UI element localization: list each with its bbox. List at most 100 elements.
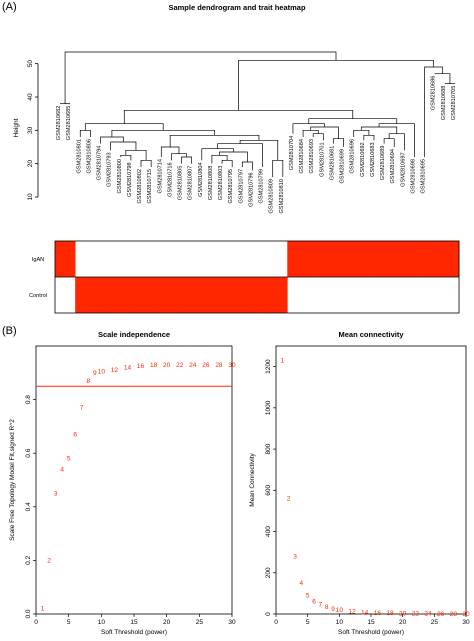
heatmap-cell xyxy=(307,241,318,277)
leaf-label: GSM2810808 xyxy=(208,166,214,201)
leaf-label: GSM2810686 xyxy=(431,76,437,111)
mean-connectivity-x-tick-label: 5 xyxy=(306,619,310,626)
dendrogram-branch xyxy=(64,51,337,104)
dendrogram-branch xyxy=(310,126,339,139)
y-tick-label: 50 xyxy=(27,60,34,68)
scale-independence-y-tick-label: 0.4 xyxy=(25,502,32,511)
scale-independence-point-label: 12 xyxy=(111,367,119,374)
scale-independence-x-tick-label: 20 xyxy=(163,619,171,626)
mean-connectivity-point-label: 6 xyxy=(312,599,316,606)
scale-independence-point-label: 16 xyxy=(137,363,145,370)
scale-independence-point-label: 4 xyxy=(60,466,64,473)
scale-independence-x-tick-label: 30 xyxy=(228,619,236,626)
scale-independence-x-tick-label: 25 xyxy=(196,619,204,626)
mean-connectivity-point-label: 26 xyxy=(437,611,445,618)
leaf-label: GSM2810696 xyxy=(350,139,356,174)
leaf-label: GSM2810684 xyxy=(299,139,305,174)
scale-independence-y-tick-label: 0.6 xyxy=(25,448,32,457)
scale-independence-point-label: 3 xyxy=(54,490,58,497)
leaf-label: GSM2810694 xyxy=(390,149,396,184)
leaf-label: GSM2810801 xyxy=(76,139,82,174)
mean-connectivity-point-label: 9 xyxy=(331,606,335,613)
heatmap-row-label: Control xyxy=(29,293,47,299)
heatmap-cell xyxy=(408,241,419,277)
heatmap-cell xyxy=(297,241,308,277)
scale-independence-y-tick-label: 0.8 xyxy=(25,395,32,404)
scale-independence-point-label: 2 xyxy=(47,557,51,564)
heatmap-cell xyxy=(156,277,167,313)
leaf-label: GSM2810704 xyxy=(289,136,295,171)
scale-independence-x-tick-label: 15 xyxy=(130,619,138,626)
leaf-label: GSM2810715 xyxy=(147,169,153,204)
dendrogram-branch xyxy=(211,154,228,164)
heatmap-cell xyxy=(418,241,429,277)
dendrogram-branch xyxy=(272,159,284,177)
dendrogram-branch xyxy=(383,138,395,147)
scale-independence-point-label: 18 xyxy=(150,362,158,369)
leaf-label: GSM2810802 xyxy=(137,169,143,204)
leaf-label: GSM2810698 xyxy=(410,159,416,194)
mean-connectivity-y-tick-label: 600 xyxy=(265,485,272,496)
mean-connectivity-y-tick-label: 0 xyxy=(265,612,272,616)
leaf-label: GSM2810800 xyxy=(117,159,123,194)
y-axis-label: Height xyxy=(13,118,20,137)
mean-connectivity-y-tick-label: 800 xyxy=(265,443,272,454)
mean-connectivity-y-tick-label: 1000 xyxy=(265,400,272,415)
mean-connectivity-point-label: 24 xyxy=(424,611,432,618)
leaf-label: GSM2810796 xyxy=(248,172,254,207)
scale-independence-point-label: 14 xyxy=(124,364,132,371)
scale-independence-point-label: 10 xyxy=(98,368,106,375)
leaf-label: GSM2810695 xyxy=(421,159,427,194)
leaf-label: GSM2810793 xyxy=(107,152,113,187)
y-tick-label: 10 xyxy=(27,193,34,201)
scale-independence-point-label: 24 xyxy=(189,362,197,369)
leaf-label: GSM2810697 xyxy=(400,152,406,187)
dendrogram-branch xyxy=(378,123,415,157)
leaf-label: GSM2810689 xyxy=(380,146,386,181)
mean-connectivity-point-label: 8 xyxy=(325,604,329,611)
mean-connectivity-point-label: 12 xyxy=(348,609,356,616)
leaf-label: GSM2810688 xyxy=(441,86,447,121)
heatmap-cell xyxy=(206,277,217,313)
leaf-label: GSM2810699 xyxy=(340,149,346,184)
heatmap-cell xyxy=(226,277,238,313)
heatmap-cell xyxy=(196,277,207,313)
mean-connectivity-x-tick-label: 15 xyxy=(367,619,375,626)
leaf-label: GSM2810805 xyxy=(178,166,184,201)
leaf-label: GSM2810682 xyxy=(56,106,62,141)
mean-connectivity-point-label: 3 xyxy=(293,553,297,560)
heatmap-cell xyxy=(257,277,268,313)
heatmap-cell xyxy=(186,277,197,313)
leaf-label: GSM2810809 xyxy=(269,179,275,214)
leaf-label: GSM2810803 xyxy=(218,166,224,201)
mean-connectivity-point-label: 28 xyxy=(450,611,458,618)
mean-connectivity-title: Mean connectivity xyxy=(338,330,404,339)
dendrogram-branch xyxy=(363,134,375,141)
heatmap-cell xyxy=(398,241,409,277)
mean-connectivity-x-tick-label: 20 xyxy=(399,619,407,626)
mean-connectivity-point-label: 10 xyxy=(336,607,344,614)
dendrogram-branch xyxy=(181,156,193,164)
heatmap-cell xyxy=(287,241,298,277)
scale-independence-x-tick-label: 5 xyxy=(67,619,71,626)
dendrogram-branch xyxy=(160,146,180,157)
heatmap-cell xyxy=(216,277,227,313)
heatmap-cell xyxy=(267,277,278,313)
scale-independence-point-label: 5 xyxy=(67,456,71,463)
leaf-label: GSM2810701 xyxy=(319,142,325,177)
dendrogram-branch xyxy=(140,159,152,167)
mean-connectivity-point-label: 22 xyxy=(412,611,420,618)
scale-independence-point-label: 22 xyxy=(176,362,184,369)
dendrogram-branch xyxy=(123,109,354,124)
mean-connectivity-y-tick-label: 400 xyxy=(265,526,272,537)
heatmap-row-label: IgAN xyxy=(32,257,44,263)
scale-independence-point-label: 8 xyxy=(86,378,90,385)
leaf-label: GSM2810799 xyxy=(259,169,265,204)
mean-connectivity-point-label: 4 xyxy=(300,580,304,587)
heatmap-cell xyxy=(388,241,399,277)
dendrogram-branch xyxy=(201,148,234,161)
dendrogram-branch xyxy=(111,129,215,137)
heatmap-cell xyxy=(317,241,328,277)
mean-connectivity-y-axis-label: Mean Connectivity xyxy=(249,453,256,507)
leaf-label: GSM2810794 xyxy=(97,146,103,181)
